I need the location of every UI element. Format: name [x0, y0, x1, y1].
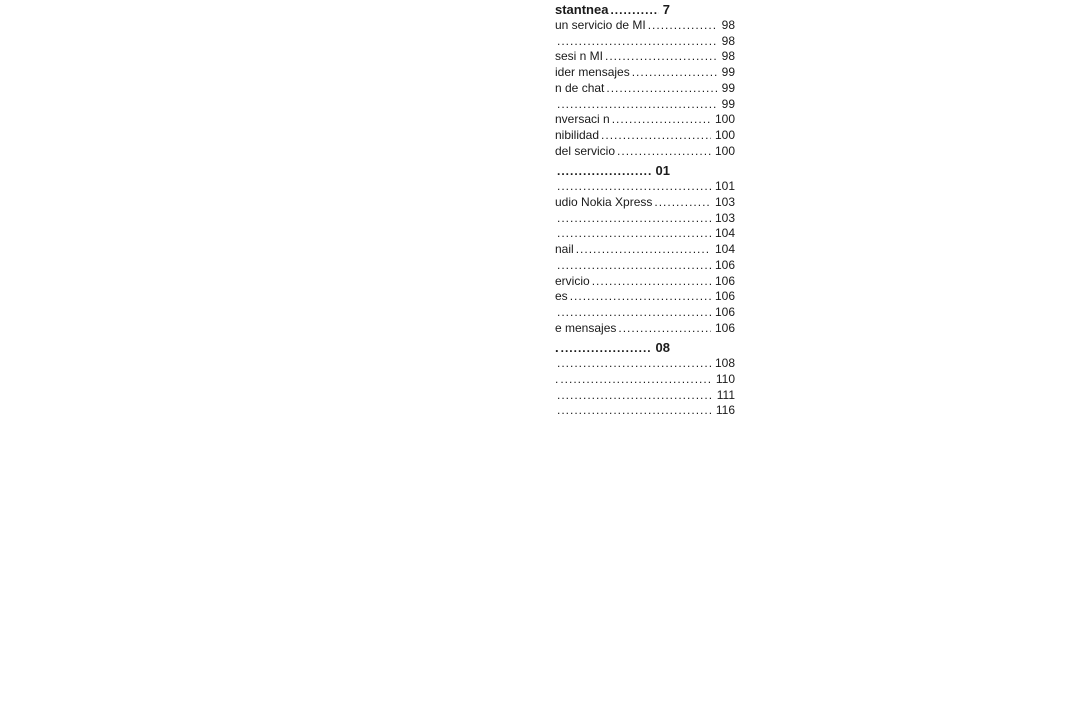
toc-entry: 98: [555, 34, 735, 50]
toc-entry-page: 100: [711, 112, 735, 128]
toc-entry: sesi n MI 98: [555, 49, 735, 65]
toc-entry-label: ider mensajes: [555, 65, 630, 81]
toc-heading-page: 7: [659, 2, 670, 18]
toc-leader-dots: [590, 274, 711, 290]
toc-leader-dots: [555, 97, 718, 113]
toc-leader-dots: [555, 163, 652, 179]
toc-entry-page: 98: [718, 49, 735, 65]
toc-entry-page: 110: [712, 372, 735, 388]
toc-entry-page: 100: [711, 128, 735, 144]
toc-heading: .08: [555, 340, 670, 356]
toc-entry-page: 106: [711, 305, 735, 321]
toc-leader-dots: [555, 356, 711, 372]
toc-entry-page: 106: [711, 289, 735, 305]
toc-entry-page: 103: [711, 195, 735, 211]
toc-leader-dots: [574, 242, 711, 258]
toc-entry-page: 99: [718, 97, 735, 113]
toc-leader-dots: [599, 128, 711, 144]
toc-entry-page: 98: [718, 34, 735, 50]
toc-entry-label: n de chat: [555, 81, 604, 97]
toc-entry: e mensajes 106: [555, 321, 735, 337]
toc-leader-dots: [568, 289, 711, 305]
toc-entry: nversaci n 100: [555, 112, 735, 128]
toc-entry-page: 101: [711, 179, 735, 195]
toc-entry: ider mensajes 99: [555, 65, 735, 81]
toc-heading: stantnea 7: [555, 2, 670, 18]
toc-entry: ervicio 106: [555, 274, 735, 290]
toc-entry: 101: [555, 179, 735, 195]
toc-leader-dots: [555, 226, 711, 242]
toc-entry-page: 106: [711, 274, 735, 290]
toc-entry: 99: [555, 97, 735, 113]
document-page: stantnea7 un servicio de MI9898sesi n MI…: [0, 0, 1080, 718]
toc-leader-dots: [610, 112, 711, 128]
toc-leader-dots: [555, 305, 711, 321]
toc-entry-page: 99: [718, 81, 735, 97]
toc-entry-page: 103: [711, 211, 735, 227]
toc-entry-label: nibilidad: [555, 128, 599, 144]
toc-entry-label: sesi n MI: [555, 49, 603, 65]
toc-entry-label: ervicio: [555, 274, 590, 290]
toc-heading-label: stantnea: [555, 2, 608, 18]
toc-entry: nibilidad 100: [555, 128, 735, 144]
toc-entry: es 106: [555, 289, 735, 305]
toc-entry: 104: [555, 226, 735, 242]
toc-entry-page: 99: [718, 65, 735, 81]
toc-leader-dots: [555, 34, 718, 50]
toc-entry-page: 98: [718, 18, 735, 34]
toc-heading: 01: [555, 163, 670, 179]
toc-leader-dots: [555, 403, 712, 419]
toc-leader-dots: [555, 179, 711, 195]
toc-entry: nail 104: [555, 242, 735, 258]
toc-entry: 106: [555, 305, 735, 321]
toc-leader-dots: [559, 340, 652, 356]
toc-entry-label: nail: [555, 242, 574, 258]
toc-entry-page: 106: [711, 258, 735, 274]
toc-entry: 116: [555, 403, 735, 419]
toc-heading-page: 08: [652, 340, 670, 356]
toc-leader-dots: [608, 2, 658, 18]
toc-entry-page: 100: [711, 144, 735, 160]
toc-entry-label: udio Nokia Xpress: [555, 195, 652, 211]
toc-leader-dots: [604, 81, 717, 97]
toc-leader-dots: [558, 372, 712, 388]
toc-leader-dots: [555, 211, 711, 227]
toc-heading-page: 01: [652, 163, 670, 179]
toc-leader-dots: [603, 49, 718, 65]
toc-leader-dots: [615, 144, 711, 160]
toc-entry-label: e mensajes: [555, 321, 616, 337]
toc-leader-dots: [555, 258, 711, 274]
toc-entry-page: 108: [711, 356, 735, 372]
toc-entry-page: 111: [713, 388, 735, 404]
toc-entry: del servicio 100: [555, 144, 735, 160]
toc-entry-label: del servicio: [555, 144, 615, 160]
toc-entry: n de chat 99: [555, 81, 735, 97]
toc-entry-label: un servicio de MI: [555, 18, 646, 34]
toc-entry-page: 104: [711, 242, 735, 258]
toc-leader-dots: [555, 388, 713, 404]
toc-leader-dots: [652, 195, 711, 211]
toc-entry-page: 104: [711, 226, 735, 242]
toc-entry: .110: [555, 372, 735, 388]
toc-entry-page: 116: [712, 403, 735, 419]
toc-entry-label: es: [555, 289, 568, 305]
toc-entry: 108: [555, 356, 735, 372]
toc-leader-dots: [646, 18, 718, 34]
toc-entry: un servicio de MI 98: [555, 18, 735, 34]
toc-entry-label: nversaci n: [555, 112, 610, 128]
toc-entry: udio Nokia Xpress 103: [555, 195, 735, 211]
toc-entry-page: 106: [711, 321, 735, 337]
toc-entry: 111: [555, 388, 735, 404]
toc-entry: 106: [555, 258, 735, 274]
toc-column: stantnea7 un servicio de MI9898sesi n MI…: [555, 0, 735, 419]
toc-leader-dots: [616, 321, 711, 337]
toc-leader-dots: [630, 65, 718, 81]
toc-entry: 103: [555, 211, 735, 227]
